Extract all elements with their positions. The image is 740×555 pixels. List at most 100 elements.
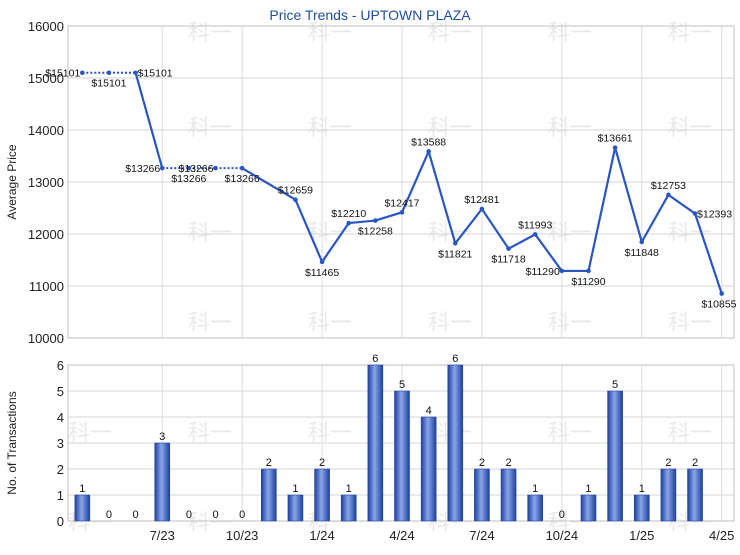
price-value-label: $15101 <box>138 68 173 80</box>
line-segment <box>375 211 403 222</box>
bottom-y-tick-labels: 0 1 2 3 4 5 6 <box>57 358 64 529</box>
bar-value-label: 1 <box>639 483 645 495</box>
data-point <box>532 232 538 237</box>
bottom-y-axis-label: No. of Transactions <box>5 391 19 494</box>
price-value-label: $11821 <box>438 248 472 260</box>
line-segment <box>427 151 457 244</box>
top-plot-frame <box>67 25 735 339</box>
watermark-text: 科一 <box>548 20 592 45</box>
y-tick-label: 6 <box>57 358 64 373</box>
bar-value-label: 2 <box>665 457 671 469</box>
data-point <box>293 197 298 203</box>
price-value-label: $12481 <box>464 194 499 206</box>
bar-value-label: 1 <box>585 483 591 495</box>
data-point <box>346 220 352 226</box>
x-tick-label: 7/24 <box>469 528 494 543</box>
price-value-label: $13266 <box>171 173 206 185</box>
watermark-text: 科一 <box>428 20 472 45</box>
x-tick-label: 4/25 <box>709 528 734 543</box>
line-segment <box>348 219 376 225</box>
price-value-label: $13661 <box>598 133 633 145</box>
data-point <box>213 165 218 171</box>
bar-value-label: 1 <box>532 483 538 495</box>
data-point <box>719 291 724 296</box>
data-point <box>399 210 405 215</box>
line-segment <box>400 150 430 213</box>
watermark-text: 科一 <box>188 510 232 535</box>
watermark-text: 科一 <box>548 420 592 445</box>
top-y-axis-label: Average Price <box>5 144 19 219</box>
watermark-text: 科一 <box>548 115 592 140</box>
bar-value-label: 0 <box>212 509 218 521</box>
data-point <box>452 241 458 246</box>
watermark-text: 科一 <box>188 115 232 140</box>
data-point <box>373 218 378 223</box>
price-value-label: $13266 <box>225 173 260 185</box>
watermark-text: 科一 <box>668 420 712 445</box>
bar <box>154 442 171 522</box>
price-value-label: $11993 <box>518 219 552 231</box>
bar <box>447 364 464 522</box>
y-tick-label: 5 <box>57 384 64 399</box>
y-tick-label: 15000 <box>28 71 64 86</box>
data-point <box>80 70 85 76</box>
bar <box>607 390 623 522</box>
data-point <box>319 259 325 265</box>
bar-value-label: 3 <box>159 431 165 443</box>
bar-series <box>74 364 703 522</box>
y-tick-label: 10000 <box>28 331 64 346</box>
price-value-label: $11465 <box>305 267 339 279</box>
bar-value-label: 4 <box>426 405 432 417</box>
watermark-text: 科一 <box>668 20 712 45</box>
price-value-label: $11290 <box>571 276 605 288</box>
watermark-text: 科一 <box>308 420 352 445</box>
bar <box>474 468 490 522</box>
data-point <box>692 211 698 216</box>
data-point <box>133 70 138 76</box>
bar <box>527 494 544 522</box>
bar <box>660 468 677 522</box>
line-segment <box>454 208 483 244</box>
line-segment <box>294 199 324 263</box>
data-point <box>159 165 165 171</box>
x-tick-label: 10/23 <box>226 528 259 543</box>
watermark-text: 科一 <box>188 220 232 245</box>
watermark-text: 科一 <box>308 20 352 45</box>
bar <box>420 416 437 522</box>
top-y-tick-labels: 10000 11000 12000 13000 14000 15000 16000 <box>28 19 64 346</box>
y-tick-label: 0 <box>57 514 64 529</box>
watermark-text: 科一 <box>548 220 592 245</box>
y-tick-label: 2 <box>57 462 64 477</box>
line-segment <box>667 193 696 215</box>
y-tick-label: 1 <box>57 488 64 503</box>
line-segment <box>508 233 536 250</box>
y-tick-label: 14000 <box>28 123 64 138</box>
bar-value-label: 6 <box>452 353 458 365</box>
price-value-label: $11848 <box>625 247 659 259</box>
data-point <box>426 149 431 154</box>
price-value-label: $13266 <box>178 163 213 175</box>
watermark-text: 科一 <box>188 310 232 335</box>
bar-value-label: 0 <box>239 509 245 521</box>
price-value-label: $12210 <box>331 208 366 220</box>
data-point <box>666 192 671 198</box>
watermark-text: 科一 <box>308 115 352 140</box>
price-value-label: $13266 <box>125 163 160 175</box>
x-tick-label: 1/24 <box>309 528 334 543</box>
data-point <box>506 246 511 251</box>
y-tick-label: 3 <box>57 436 64 451</box>
data-point <box>479 206 485 212</box>
bar <box>394 390 410 522</box>
price-points <box>80 70 724 296</box>
price-value-label: $10855 <box>701 299 736 311</box>
line-segment <box>587 147 617 272</box>
line-segment <box>640 194 670 243</box>
watermark-text: 科一 <box>548 310 592 335</box>
data-point <box>559 268 565 274</box>
line-segment <box>534 233 563 272</box>
price-value-label: $11718 <box>491 254 525 266</box>
x-tick-label: 4/24 <box>389 528 414 543</box>
